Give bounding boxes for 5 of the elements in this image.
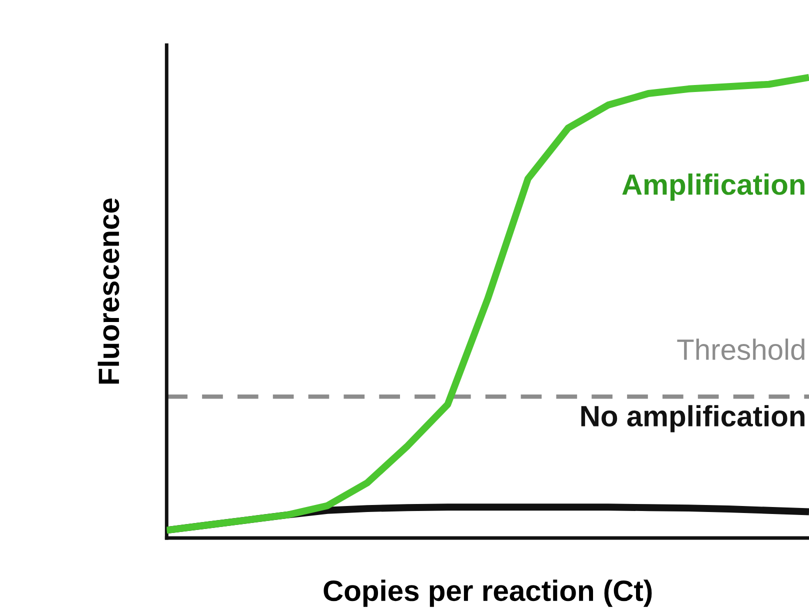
text: Amplification — [622, 174, 804, 201]
ref-line-label: Threshold — [677, 338, 804, 360]
text: No amplification — [581, 405, 804, 432]
y-axis-title: Fluorescence — [98, 198, 120, 384]
x-axis-title: Copies per reaction (Ct) — [324, 580, 652, 607]
